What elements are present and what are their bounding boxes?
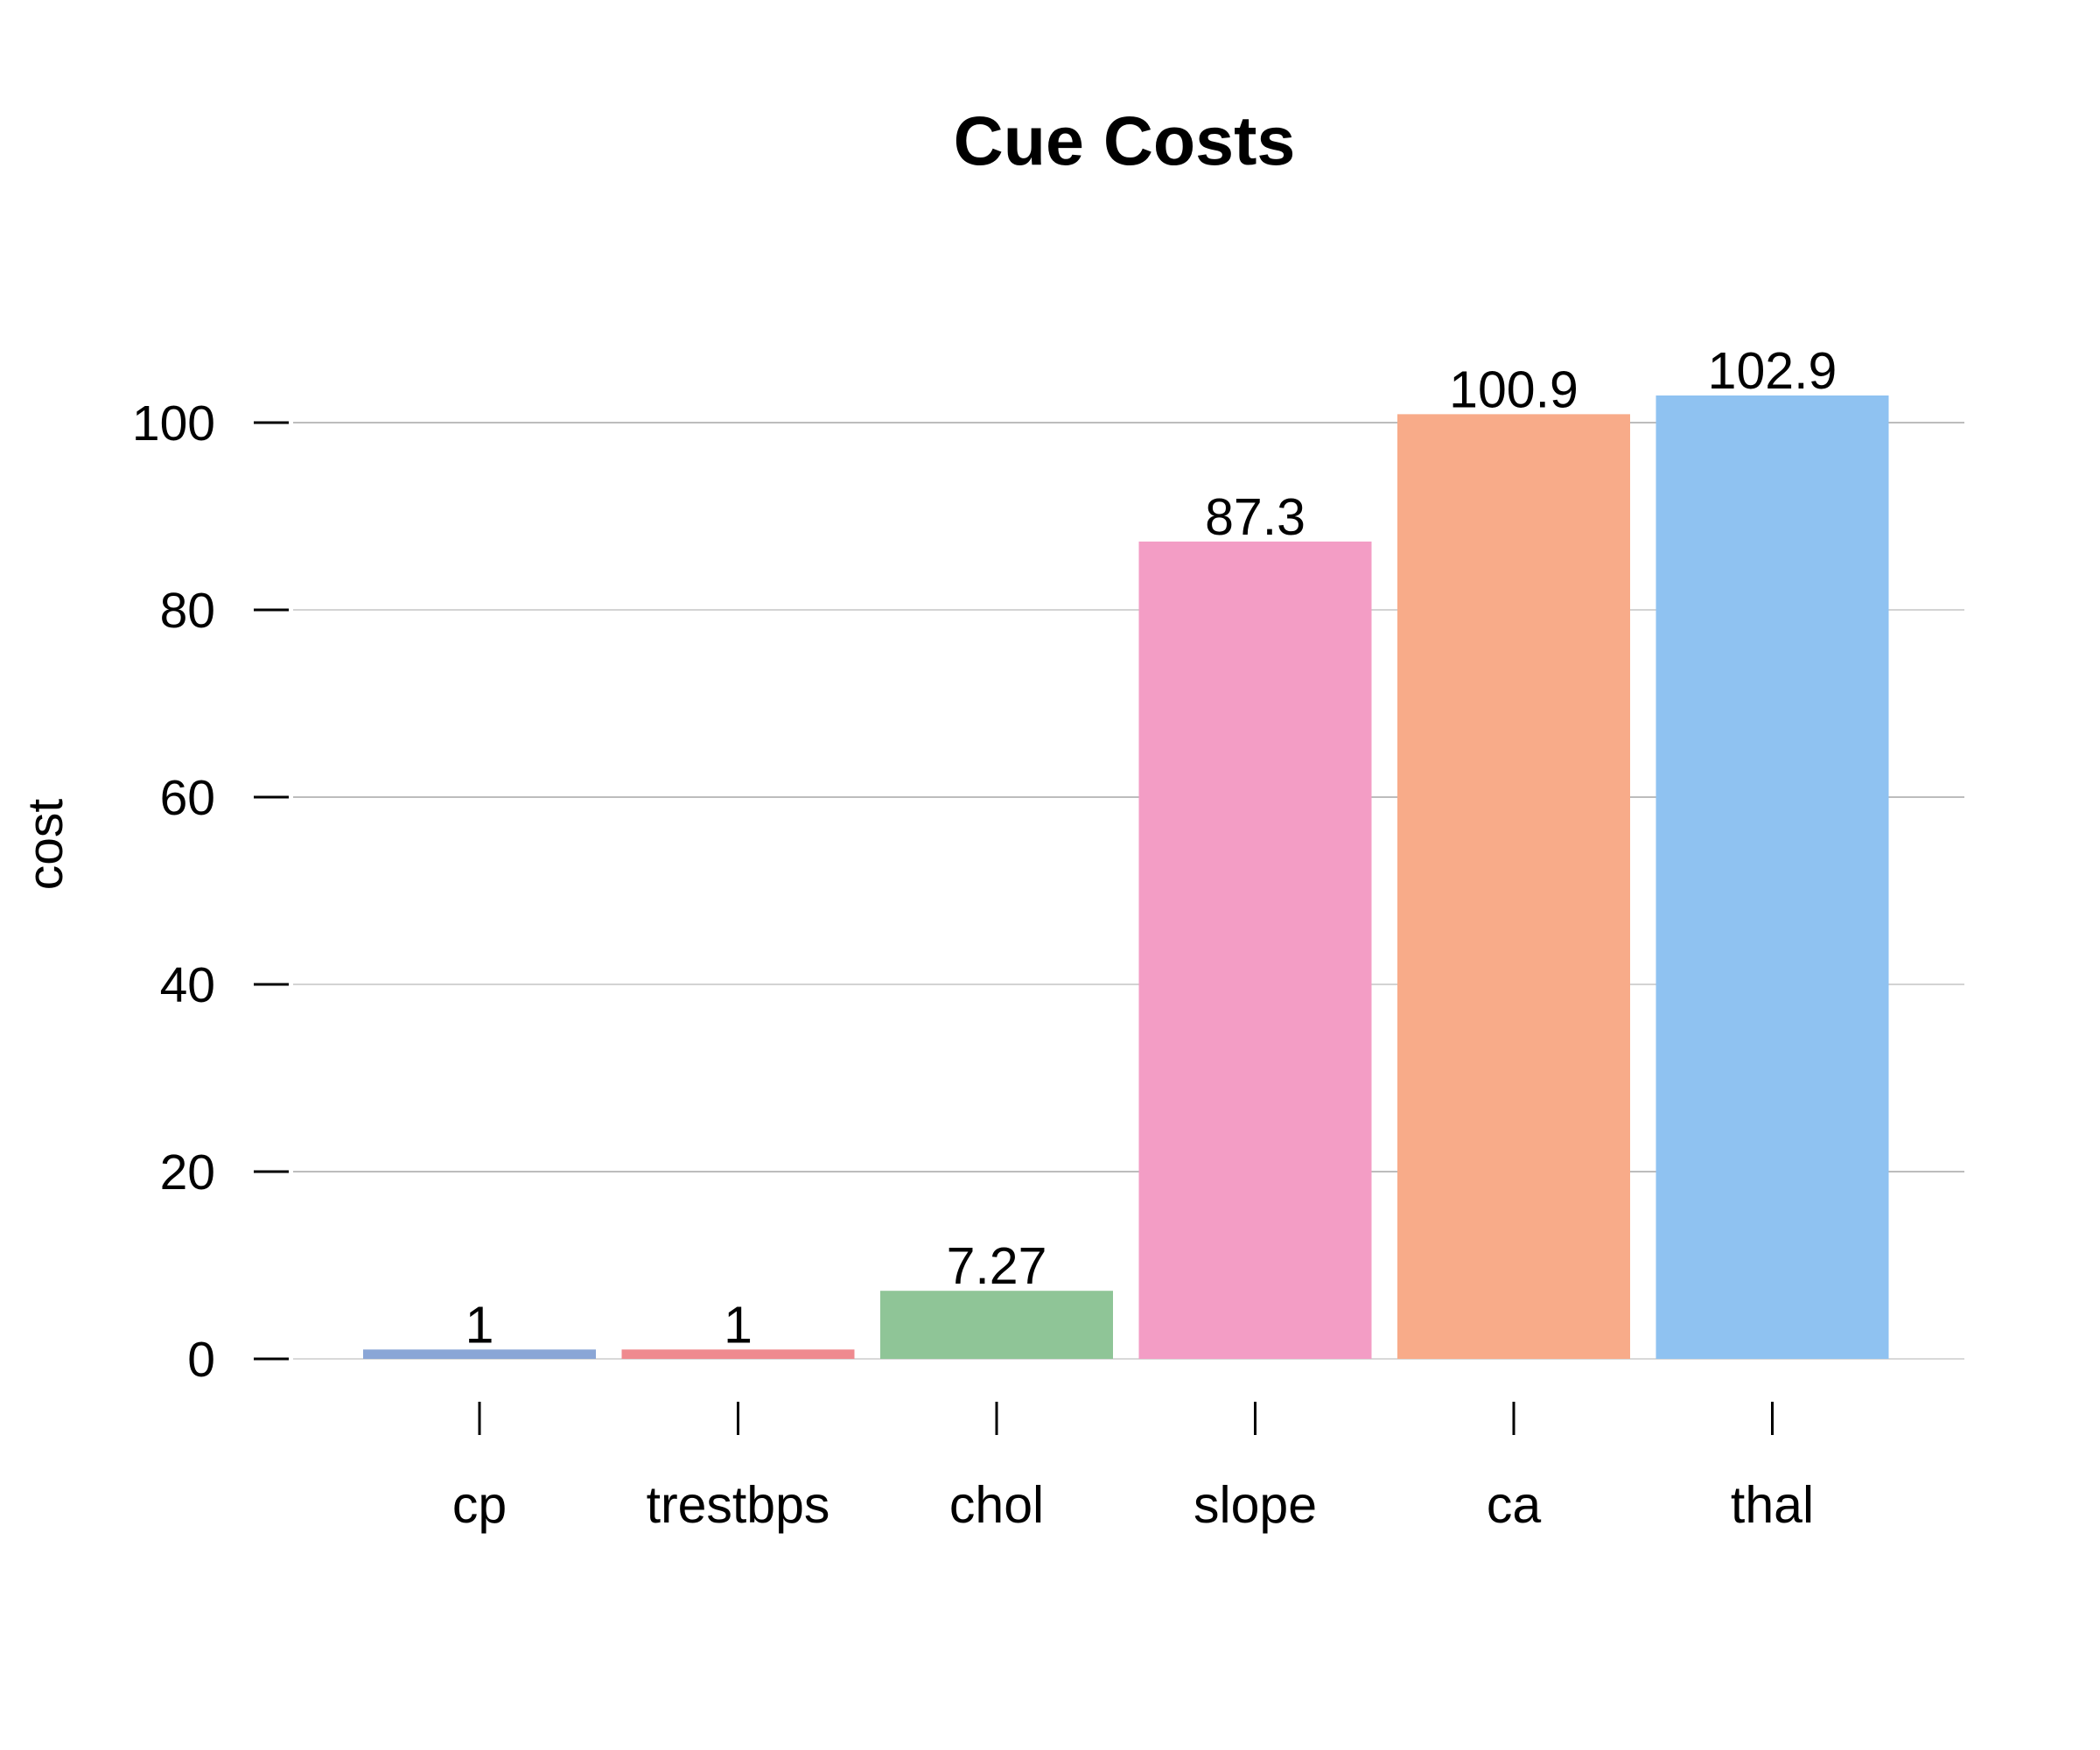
value-label-ca: 100.9 <box>1449 360 1578 418</box>
bar-slope <box>1138 541 1372 1359</box>
y-axis: 0 20 40 60 80 100 <box>132 396 289 1388</box>
x-tick-label-thal: thal <box>1731 1476 1814 1534</box>
x-tick-label-cp: cp <box>452 1476 507 1534</box>
y-tick-label-100: 100 <box>132 396 215 452</box>
bar-ca <box>1397 414 1630 1359</box>
x-tick-label-chol: chol <box>949 1476 1044 1534</box>
y-tick-label-40: 40 <box>160 957 215 1013</box>
value-label-slope: 87.3 <box>1205 488 1306 546</box>
bar-cp <box>363 1349 596 1359</box>
value-label-chol: 7.27 <box>947 1237 1047 1295</box>
y-tick-label-20: 20 <box>160 1144 215 1200</box>
x-tick-label-trestbps: trestbps <box>647 1476 830 1534</box>
bar-value-labels: 1 1 7.27 87.3 100.9 102.9 <box>466 342 1838 1354</box>
x-tick-label-slope: slope <box>1194 1476 1317 1534</box>
x-axis: cp trestbps chol slope ca thal <box>452 1402 1814 1534</box>
y-tick-label-60: 60 <box>160 770 215 826</box>
value-label-thal: 102.9 <box>1708 342 1838 400</box>
value-label-cp: 1 <box>466 1296 494 1354</box>
bars <box>363 395 1889 1360</box>
bar-chol <box>880 1291 1113 1359</box>
value-label-trestbps: 1 <box>724 1296 752 1354</box>
x-tick-label-ca: ca <box>1487 1476 1542 1534</box>
bar-trestbps <box>621 1349 855 1359</box>
bar-thal <box>1656 395 1889 1360</box>
chart-title: Cue Costs <box>953 102 1296 179</box>
y-tick-label-80: 80 <box>160 583 215 639</box>
y-tick-label-0: 0 <box>187 1332 215 1388</box>
